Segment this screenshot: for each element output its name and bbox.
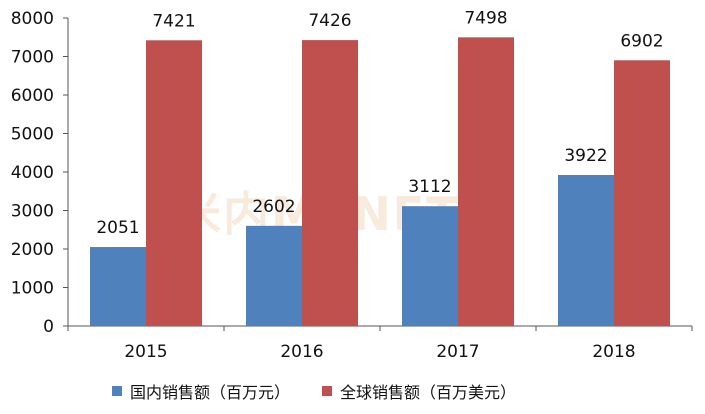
data-label: 3922 [564,146,607,166]
x-tick-label: 2015 [124,342,167,362]
y-tick-label: 7000 [11,48,54,68]
x-tick-label: 2016 [280,342,323,362]
y-tick-label: 1000 [11,279,54,299]
data-label: 3112 [408,177,451,197]
y-tick-label: 3000 [11,202,54,222]
bar-global [146,40,202,326]
y-tick-label: 5000 [11,125,54,145]
y-tick-label: 4000 [11,163,54,183]
y-tick-label: 8000 [11,9,54,29]
data-label: 7498 [464,8,507,28]
legend: 国内销售额（百万元） 全球销售额（百万美元） [112,380,548,402]
legend-label-domestic: 国内销售额（百万元） [130,383,291,402]
bar-domestic [402,206,458,326]
x-tick-label: 2017 [436,342,479,362]
bar-global [302,40,358,326]
bar-series [90,37,670,327]
chart-axes: 0 1000 2000 3000 4000 5000 6000 7000 8000 2015 201… [11,9,693,362]
data-label: 6902 [620,31,663,51]
data-labels: 2051 7421 2602 7426 3112 7498 3922 6902 [96,8,663,238]
bar-domestic [90,247,146,326]
bar-global [614,60,670,326]
data-label: 2051 [96,218,139,238]
legend-item-global: 全球销售额（百万美元） [322,379,516,403]
bar-domestic [246,225,302,326]
legend-item-domestic: 国内销售额（百万元） [112,379,290,403]
legend-swatch-global [322,386,333,396]
legend-label-global: 全球销售额（百万美元） [340,383,517,402]
data-label: 7426 [308,11,351,31]
y-tick-label: 2000 [11,240,54,260]
x-tick-label: 2018 [592,342,635,362]
bar-domestic [558,175,614,326]
data-label: 7421 [152,11,195,31]
y-tick-label: 0 [43,317,54,337]
y-tick-label: 6000 [11,86,54,106]
bar-global [458,37,514,327]
legend-swatch-domestic [112,386,122,396]
data-label: 2602 [252,197,295,217]
